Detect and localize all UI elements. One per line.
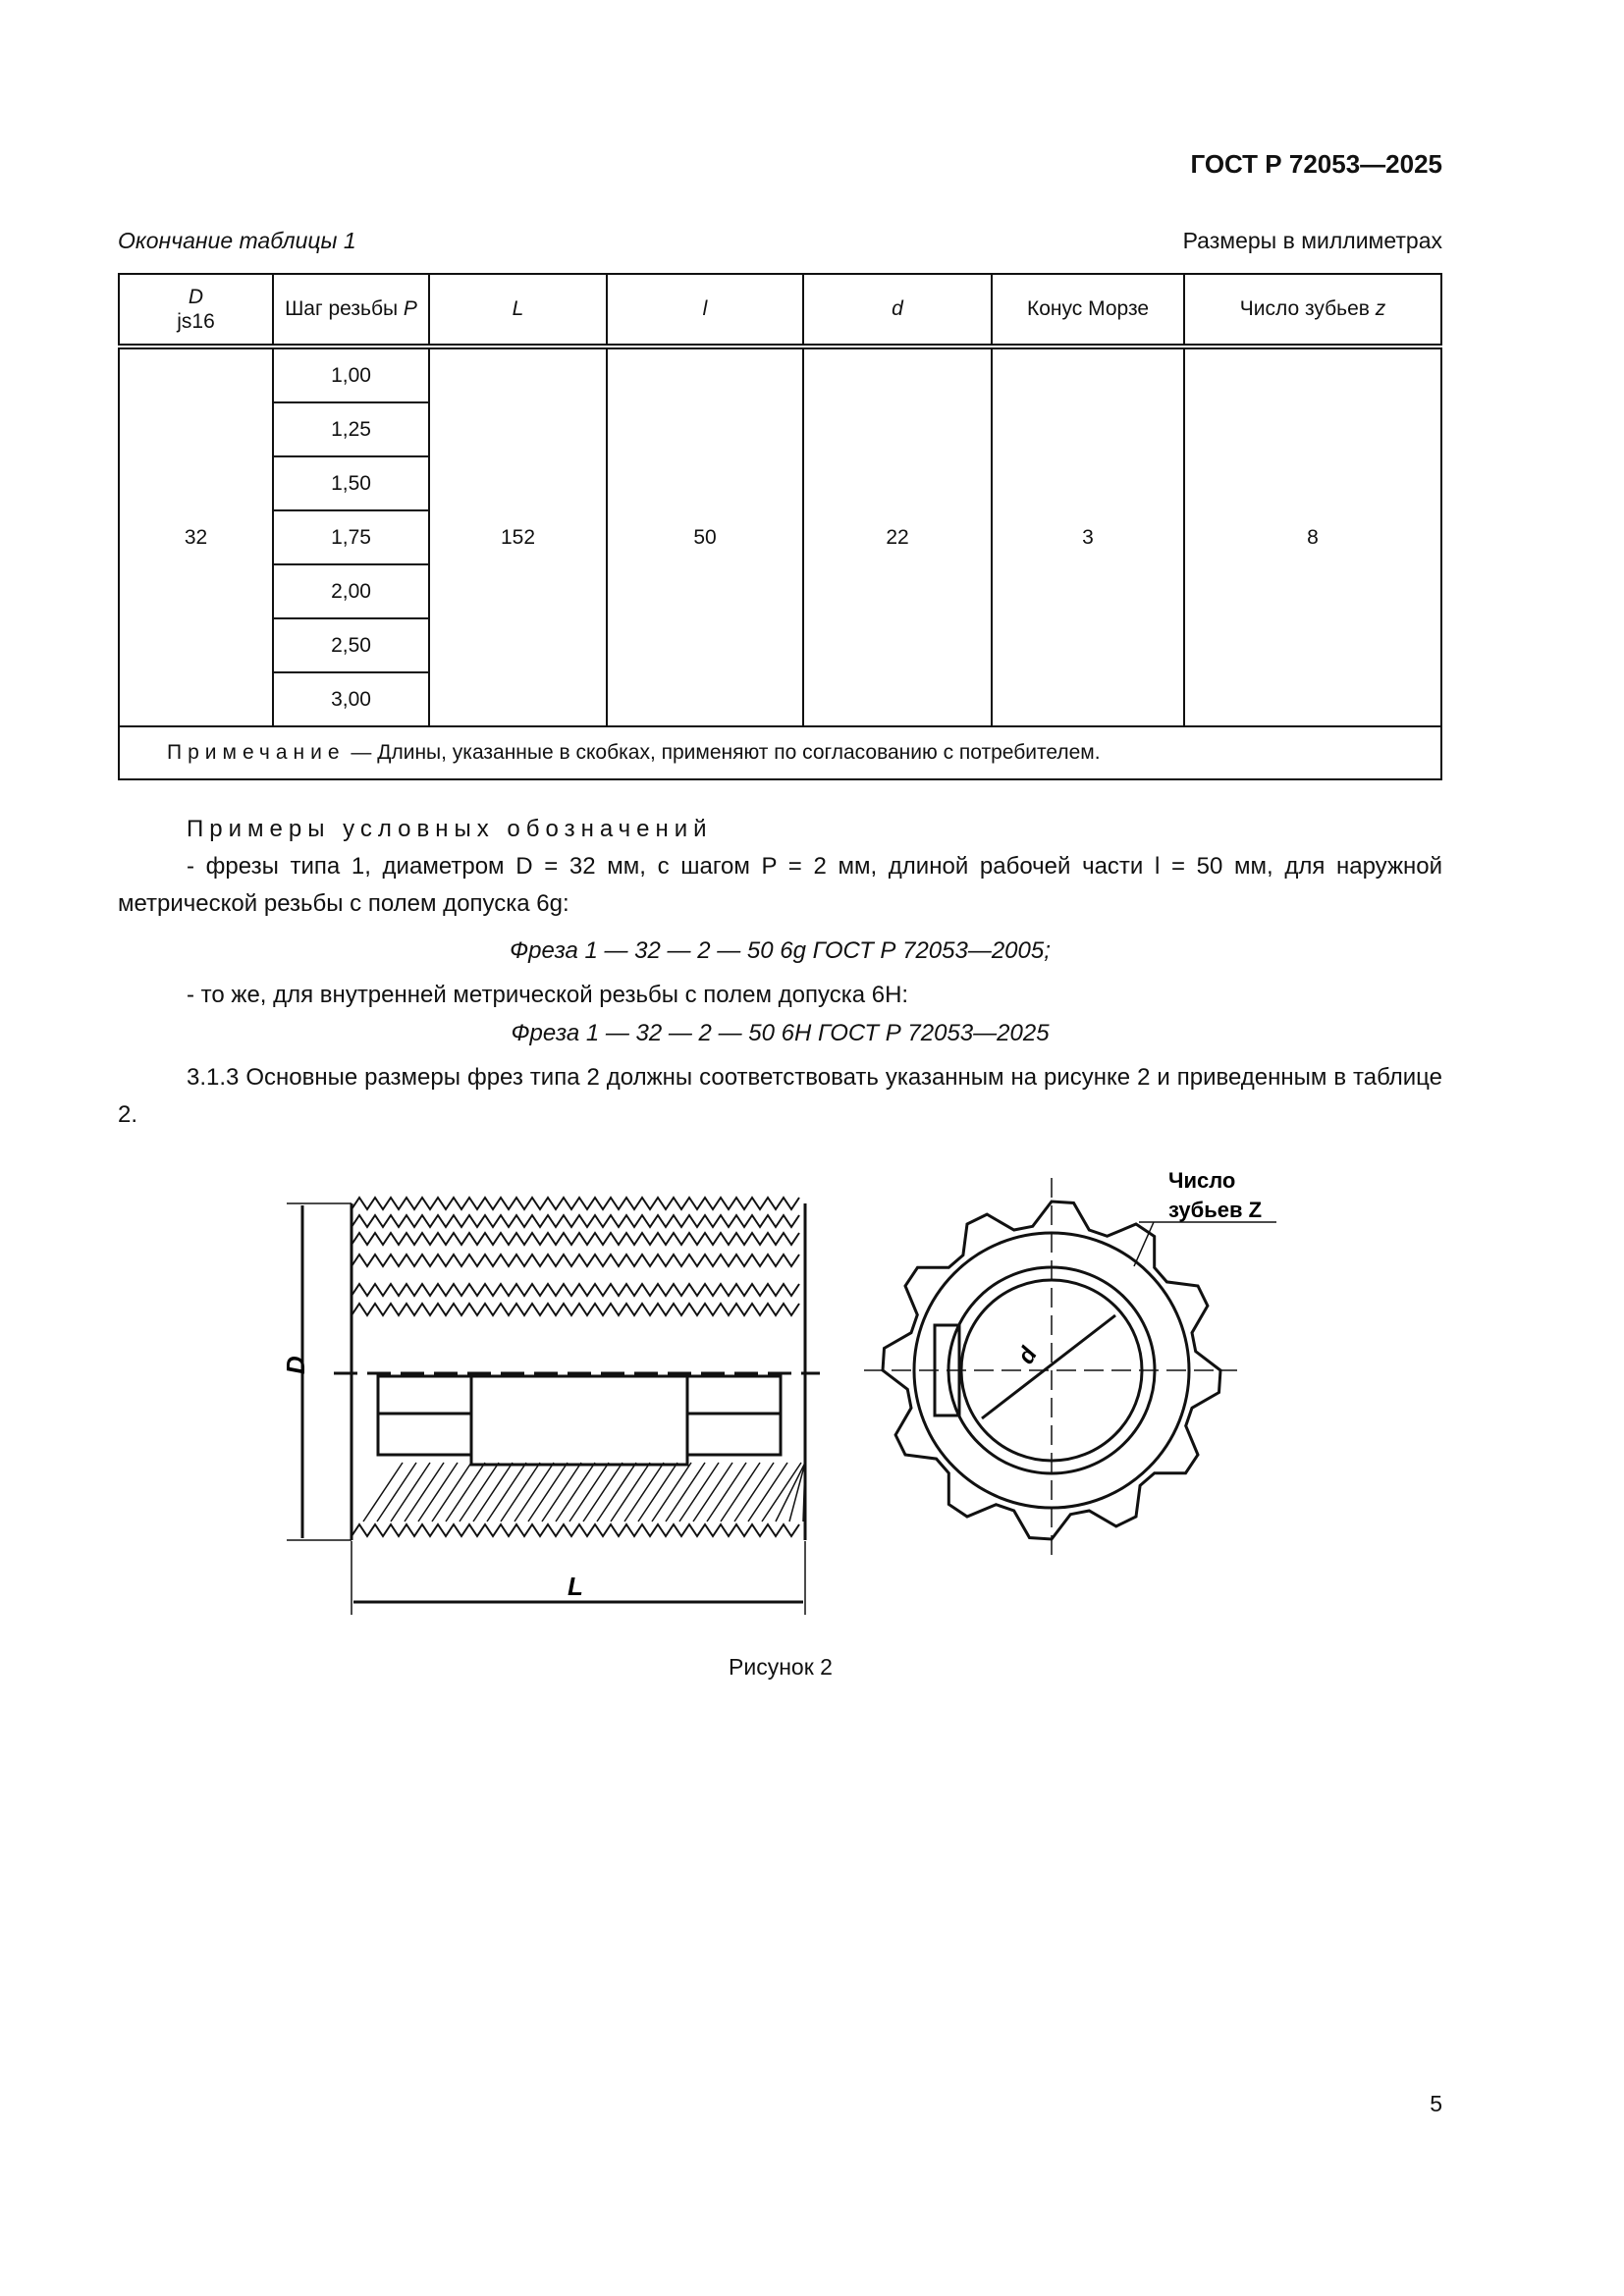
hatch-line xyxy=(720,1462,761,1522)
hatch-line xyxy=(788,1462,806,1522)
cell-morse: 3 xyxy=(991,346,1185,727)
figure-caption: Рисунок 2 xyxy=(729,1654,833,1680)
hatch-line xyxy=(445,1462,486,1522)
bore-middle xyxy=(469,1374,689,1467)
cell-l: 50 xyxy=(606,346,804,727)
hatch-line xyxy=(678,1462,720,1522)
cutter-side-view xyxy=(287,1196,820,1615)
table-note: Примечание — Длины, указанные в скобках,… xyxy=(118,725,1442,780)
hatch-line xyxy=(733,1462,775,1522)
col-header-teeth: Число зубьев z xyxy=(1183,273,1442,347)
units-note: Размеры в миллиметрах xyxy=(1182,228,1442,253)
thread-teeth xyxy=(351,1196,800,1211)
hatch-line xyxy=(747,1462,788,1522)
dimension-d xyxy=(981,1313,1116,1420)
example-item-2: - то же, для внутренней метрической резь… xyxy=(187,982,909,1008)
hatch-line xyxy=(527,1462,568,1522)
col-header-pitch: Шаг резьбы P xyxy=(272,273,430,347)
hatch-line xyxy=(390,1462,431,1522)
hatch-line xyxy=(486,1462,527,1522)
hatch-line xyxy=(568,1462,610,1522)
cell-pitch: 1,75 xyxy=(272,509,430,565)
label-d: d xyxy=(1012,1342,1043,1368)
hatch-line xyxy=(555,1462,596,1522)
cell-D: 32 xyxy=(118,346,274,727)
thread-teeth xyxy=(351,1253,800,1268)
hatch-line xyxy=(775,1462,806,1522)
paragraph-3-1-3: 3.1.3 Основные размеры фрез типа 2 должн… xyxy=(118,1064,1442,1128)
hatch-line xyxy=(431,1462,472,1522)
label-teeth-2: зубьев Z xyxy=(1168,1198,1262,1222)
cell-pitch: 1,00 xyxy=(272,346,430,403)
hatch-line xyxy=(582,1462,623,1522)
hatch-line xyxy=(514,1462,555,1522)
bore-left xyxy=(376,1374,473,1457)
hatch-line xyxy=(761,1462,802,1522)
hatch-line xyxy=(610,1462,651,1522)
hatch-line xyxy=(472,1462,514,1522)
thread-teeth xyxy=(351,1213,800,1229)
designation-1: Фреза 1 — 32 — 2 — 50 6g ГОСТ Р 72053—20… xyxy=(510,937,1051,964)
designation-2: Фреза 1 — 32 — 2 — 50 6Н ГОСТ Р 72053—20… xyxy=(511,1020,1050,1046)
cell-L: 152 xyxy=(428,346,608,727)
hatch-line xyxy=(500,1462,541,1522)
thread-teeth xyxy=(351,1231,800,1247)
cell-pitch: 1,50 xyxy=(272,455,430,511)
hatch-line xyxy=(802,1462,806,1522)
leader-line xyxy=(1133,1221,1155,1267)
hatch-line xyxy=(459,1462,500,1522)
cell-pitch: 2,00 xyxy=(272,563,430,619)
example-item-1: - фрезы типа 1, диаметром D = 32 мм, с ш… xyxy=(118,853,1442,917)
label-D: D xyxy=(281,1356,310,1374)
hatch-line xyxy=(692,1462,733,1522)
cell-d: 22 xyxy=(802,346,993,727)
hatch-line xyxy=(651,1462,692,1522)
hatch-line xyxy=(637,1462,678,1522)
col-header-l: l xyxy=(606,273,804,347)
hatch-line xyxy=(404,1462,445,1522)
thread-teeth xyxy=(351,1522,800,1538)
hatch-line xyxy=(376,1462,417,1522)
cell-pitch: 1,25 xyxy=(272,401,430,457)
label-teeth-1: Число xyxy=(1168,1168,1235,1193)
hatch-line xyxy=(596,1462,637,1522)
col-header-d: d xyxy=(802,273,993,347)
hatch-line xyxy=(362,1462,404,1522)
cell-z: 8 xyxy=(1183,346,1442,727)
examples-title: Примеры условных обозначений xyxy=(187,816,713,842)
cutter-end-view xyxy=(864,1178,1276,1561)
bore-right xyxy=(685,1374,783,1457)
hatch-line xyxy=(623,1462,665,1522)
col-header-morse: Конус Морзе xyxy=(991,273,1185,347)
standard-number: ГОСТ Р 72053—2025 xyxy=(1190,149,1442,179)
hatch-line xyxy=(541,1462,582,1522)
table-caption: Окончание таблицы 1 xyxy=(118,228,356,253)
cell-pitch: 2,50 xyxy=(272,617,430,673)
thread-teeth xyxy=(351,1282,800,1298)
col-header-L: L xyxy=(428,273,608,347)
thread-teeth xyxy=(351,1302,800,1317)
hatch-line xyxy=(417,1462,459,1522)
hatch-line xyxy=(665,1462,706,1522)
page-number: 5 xyxy=(1430,2091,1442,2116)
hatch-line xyxy=(706,1462,747,1522)
cell-pitch: 3,00 xyxy=(272,671,430,727)
label-L: L xyxy=(568,1572,583,1601)
